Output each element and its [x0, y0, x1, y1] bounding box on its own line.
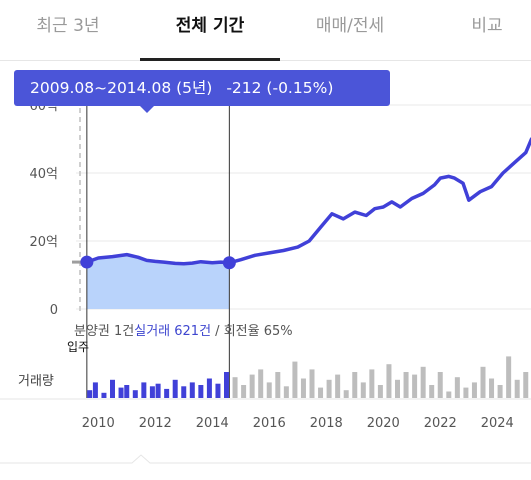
x-tick-label: 2020 — [367, 416, 400, 431]
volume-bar — [335, 374, 341, 398]
volume-bar — [164, 388, 170, 398]
volume-bar — [506, 356, 512, 398]
x-tick-label: 2012 — [139, 416, 172, 431]
range-tooltip: 2009.08~2014.08 (5년) -212 (-0.15%) — [14, 70, 390, 113]
volume-bar — [395, 379, 400, 398]
tooltip-arrow — [140, 106, 154, 113]
volume-bar — [326, 379, 332, 398]
y-tick-label: 0 — [50, 303, 58, 318]
volume-bar — [446, 391, 452, 398]
volume-bar — [454, 377, 460, 398]
volume-bar — [92, 382, 98, 398]
volume-bar — [87, 390, 93, 398]
info-prefix: 분양권 1건 — [74, 324, 135, 339]
volume-bar — [249, 374, 255, 398]
y-tick-label: 20억 — [29, 235, 58, 250]
tooltip-change: -212 (-0.15%) — [226, 79, 334, 97]
volume-bar — [132, 390, 138, 398]
volume-bar — [241, 385, 247, 398]
selection-point — [222, 256, 236, 270]
volume-bar — [471, 382, 477, 398]
volume-bar — [110, 379, 115, 398]
volume-bar — [412, 374, 418, 398]
volume-bar — [149, 386, 155, 398]
volume-bar — [292, 361, 298, 398]
volume-bar — [101, 392, 107, 398]
volume-bar — [437, 372, 443, 398]
volume-bar — [360, 382, 366, 398]
volume-bar — [189, 382, 195, 398]
tooltip-range: 2009.08~2014.08 (5년) — [30, 79, 213, 97]
transaction-info: 분양권 1건실거래 621건 / 회전율 65% — [74, 320, 293, 339]
volume-bar — [198, 385, 204, 398]
volume-bar — [309, 369, 315, 398]
volume-bar — [403, 372, 409, 398]
volume-bar — [497, 385, 503, 398]
volume-bar — [258, 369, 264, 398]
volume-bar — [480, 366, 486, 398]
volume-bar — [343, 390, 349, 398]
info-highlight[interactable]: 실거래 621건 — [134, 324, 212, 339]
x-tick-label: 2014 — [196, 416, 229, 431]
selection-area — [86, 254, 230, 309]
x-tick-label: 2018 — [310, 416, 343, 431]
tab-recent-3-years[interactable]: 최근 3년 — [36, 16, 100, 36]
volume-bar — [232, 377, 238, 398]
volume-label: 거래량 — [18, 374, 54, 389]
volume-bar — [266, 382, 272, 398]
volume-bar — [141, 382, 147, 398]
tab-all-period[interactable]: 전체 기간 — [140, 0, 280, 61]
volume-bar — [377, 385, 383, 398]
selection-point — [80, 255, 94, 269]
movein-label: 입주 — [67, 340, 90, 354]
volume-bar — [463, 387, 469, 398]
volume-bar — [283, 386, 289, 398]
x-tick-label: 2022 — [424, 416, 457, 431]
volume-bar — [155, 383, 161, 398]
volume-bar — [224, 372, 229, 398]
volume-bar — [181, 386, 187, 398]
tab-trade-lease[interactable]: 매매/전세 — [315, 16, 385, 36]
volume-bar — [318, 387, 324, 398]
volume-bar — [206, 378, 212, 398]
x-tick-label: 2024 — [481, 416, 514, 431]
volume-bar — [124, 385, 130, 398]
volume-bar — [215, 383, 221, 398]
y-tick-label: 40억 — [29, 167, 58, 182]
volume-bar — [420, 366, 426, 398]
volume-bar — [514, 379, 520, 398]
volume-bar — [523, 372, 529, 398]
volume-bar — [275, 372, 281, 398]
bottom-separator — [0, 454, 531, 464]
volume-bar — [386, 364, 392, 398]
x-tick-label: 2010 — [82, 416, 115, 431]
volume-bar — [369, 369, 375, 398]
info-suffix: / 회전율 65% — [211, 324, 293, 339]
volume-bar — [300, 378, 306, 398]
volume-bar — [489, 378, 495, 398]
period-tabs: 최근 3년 전체 기간 매매/전세 비교 — [0, 0, 531, 61]
volume-bar — [172, 379, 178, 398]
volume-bar — [429, 385, 435, 398]
volume-bar — [352, 372, 358, 398]
tab-compare[interactable]: 비교 — [471, 16, 503, 36]
volume-bar — [118, 387, 124, 398]
price-line — [86, 137, 531, 266]
x-tick-label: 2016 — [253, 416, 286, 431]
